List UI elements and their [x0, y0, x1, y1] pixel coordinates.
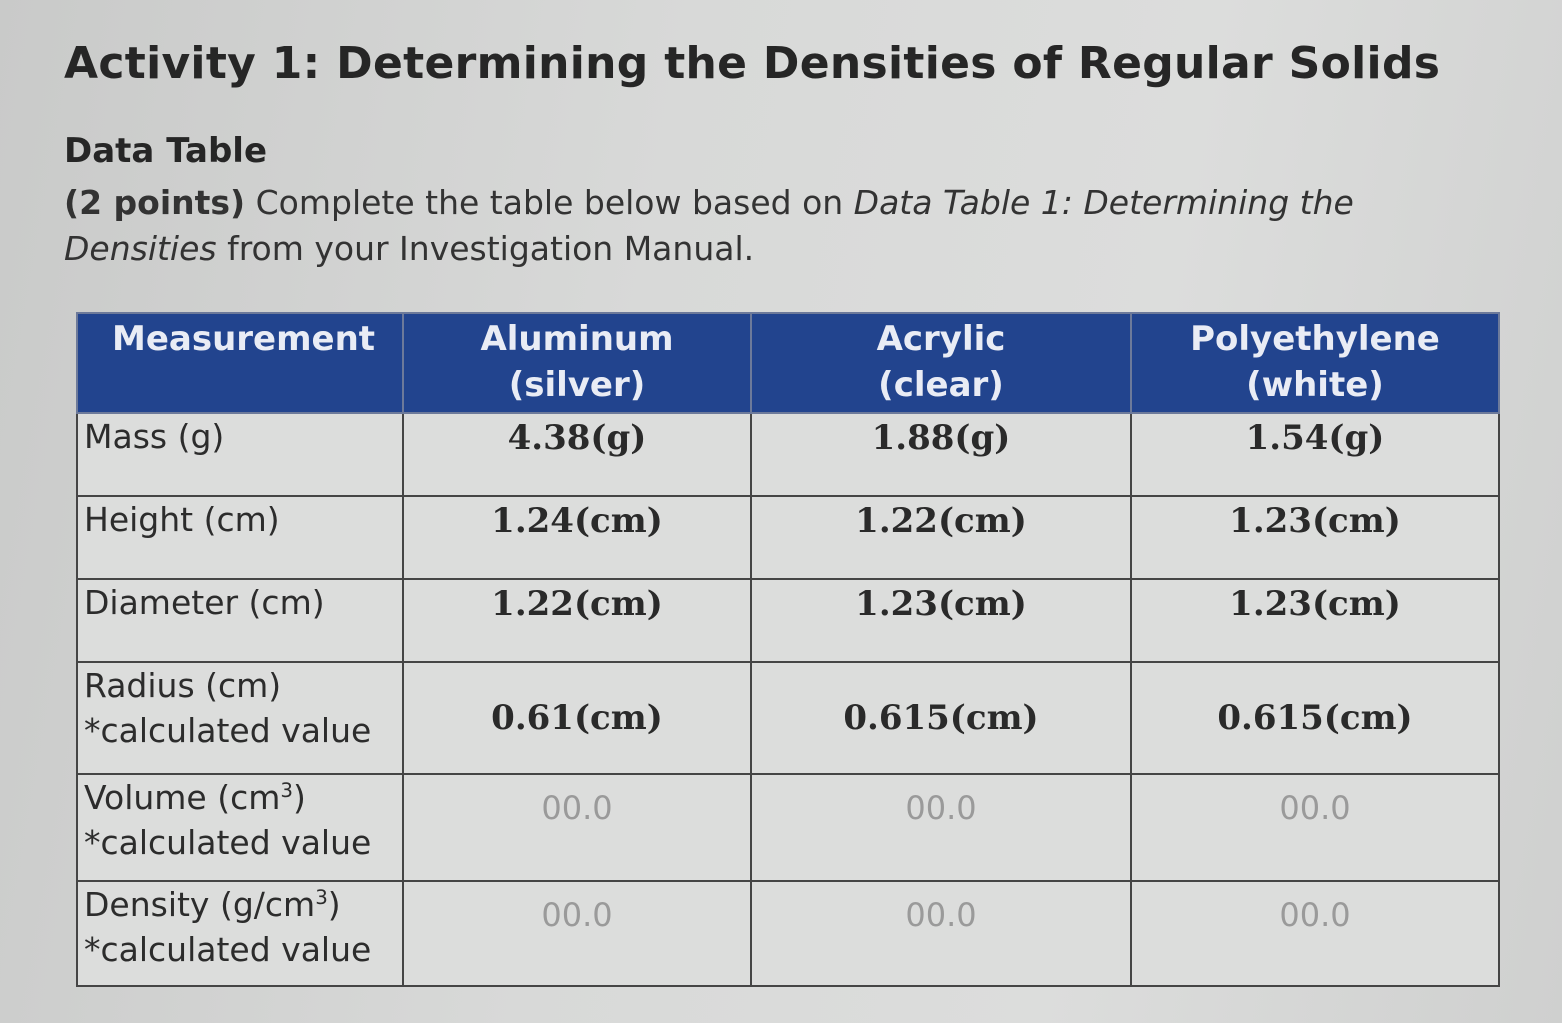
header-row: Measurement Aluminum (silver) Acrylic (c… [76, 312, 1500, 414]
header-polyethylene-name: Polyethylene [1190, 319, 1440, 359]
data-table: Measurement Aluminum (silver) Acrylic (c… [76, 312, 1500, 987]
row-note-radius: *calculated value [84, 711, 372, 750]
cell-radius-acrylic[interactable]: 0.615(cm) [750, 661, 1132, 775]
cell-height-acrylic[interactable]: 1.22(cm) [750, 495, 1132, 580]
cell-diameter-acrylic[interactable]: 1.23(cm) [750, 578, 1132, 663]
cell-height-aluminum[interactable]: 1.24(cm) [402, 495, 752, 580]
header-acrylic: Acrylic (clear) [750, 312, 1132, 414]
row-radius: Radius (cm) *calculated value 0.61(cm) 0… [76, 661, 1500, 775]
page-title: Activity 1: Determining the Densities of… [64, 38, 1441, 89]
row-label-radius: Radius (cm) *calculated value [76, 661, 404, 775]
cell-volume-aluminum[interactable]: 00.0 [402, 773, 752, 882]
cell-density-acrylic[interactable]: 00.0 [750, 880, 1132, 987]
cell-radius-polyethylene[interactable]: 0.615(cm) [1130, 661, 1500, 775]
instructions-reference: Data Table 1: Determining the Densities [64, 183, 1354, 268]
row-mass: Mass (g) 4.38(g) 1.88(g) 1.54(g) [76, 412, 1500, 497]
header-acrylic-name: Acrylic [876, 319, 1006, 359]
row-label-volume-end: ) [292, 778, 306, 817]
header-polyethylene: Polyethylene (white) [1130, 312, 1500, 414]
row-label-diameter: Diameter (cm) [76, 578, 404, 663]
header-aluminum-name: Aluminum [480, 319, 674, 359]
row-label-volume-text: Volume (cm3) [84, 775, 396, 820]
cell-volume-polyethylene[interactable]: 00.0 [1130, 773, 1500, 882]
row-note-density: *calculated value [84, 930, 372, 969]
cell-diameter-aluminum[interactable]: 1.22(cm) [402, 578, 752, 663]
row-label-height: Height (cm) [76, 495, 404, 580]
row-label-density-main: Density (g/cm [84, 885, 316, 924]
cell-radius-aluminum[interactable]: 0.61(cm) [402, 661, 752, 775]
cell-density-polyethylene[interactable]: 00.0 [1130, 880, 1500, 987]
row-label-mass: Mass (g) [76, 412, 404, 497]
cell-diameter-polyethylene[interactable]: 1.23(cm) [1130, 578, 1500, 663]
row-label-radius-text: Radius (cm) [84, 666, 282, 705]
cell-density-aluminum[interactable]: 00.0 [402, 880, 752, 987]
cell-mass-acrylic[interactable]: 1.88(g) [750, 412, 1132, 497]
row-label-density-text: Density (g/cm3) [84, 882, 396, 927]
row-label-density: Density (g/cm3) *calculated value [76, 880, 404, 987]
cell-volume-acrylic[interactable]: 00.0 [750, 773, 1132, 882]
row-volume: Volume (cm3) *calculated value 00.0 00.0… [76, 773, 1500, 882]
instructions-text-after: from your Investigation Manual. [216, 229, 755, 268]
instructions-text-before: Complete the table below based on [245, 183, 854, 222]
points-label: (2 points) [64, 183, 246, 222]
row-height: Height (cm) 1.24(cm) 1.22(cm) 1.23(cm) [76, 495, 1500, 580]
page-content: Activity 1: Determining the Densities of… [64, 34, 1504, 272]
cell-mass-polyethylene[interactable]: 1.54(g) [1130, 412, 1500, 497]
cell-height-polyethylene[interactable]: 1.23(cm) [1130, 495, 1500, 580]
header-acrylic-sub: (clear) [878, 365, 1004, 405]
row-note-volume: *calculated value [84, 823, 372, 862]
row-diameter: Diameter (cm) 1.22(cm) 1.23(cm) 1.23(cm) [76, 578, 1500, 663]
row-density: Density (g/cm3) *calculated value 00.0 0… [76, 880, 1500, 987]
row-label-density-sup: 3 [315, 886, 328, 909]
header-measurement: Measurement [76, 312, 404, 414]
instructions: (2 points) Complete the table below base… [64, 180, 1444, 272]
header-aluminum: Aluminum (silver) [402, 312, 752, 414]
cell-mass-aluminum[interactable]: 4.38(g) [402, 412, 752, 497]
header-aluminum-sub: (silver) [508, 365, 646, 405]
row-label-volume-sup: 3 [280, 779, 293, 802]
header-polyethylene-sub: (white) [1246, 365, 1384, 405]
section-heading: Data Table [64, 131, 268, 171]
row-label-volume: Volume (cm3) *calculated value [76, 773, 404, 882]
row-label-density-end: ) [327, 885, 341, 924]
row-label-volume-main: Volume (cm [84, 778, 281, 817]
